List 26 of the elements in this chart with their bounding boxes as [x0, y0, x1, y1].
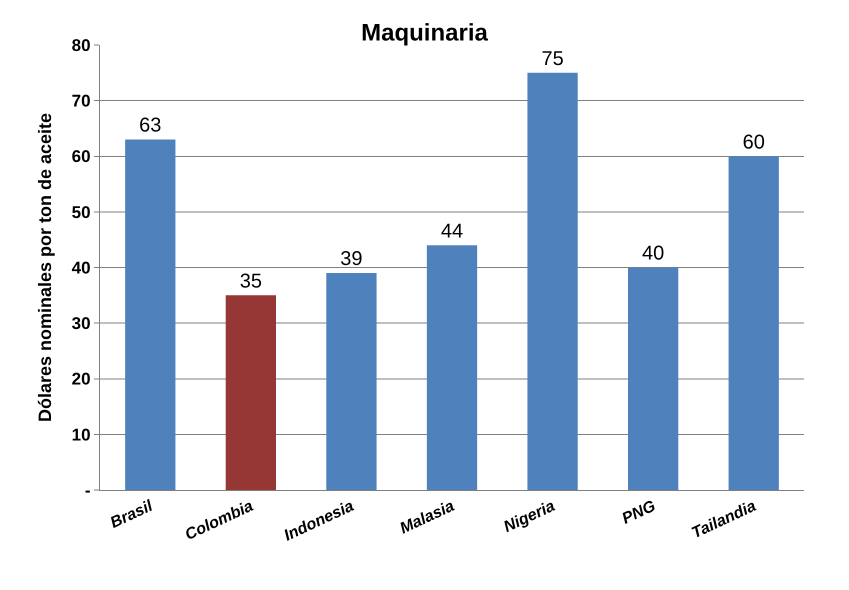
bar — [125, 140, 176, 490]
y-tick-label: 60 — [72, 147, 91, 166]
bar — [628, 268, 678, 490]
bar — [226, 295, 276, 490]
y-tick-label: 10 — [72, 425, 91, 444]
data-label: 40 — [642, 242, 664, 264]
y-tick-label: 20 — [72, 370, 91, 389]
data-label: 63 — [139, 114, 162, 137]
data-label: 39 — [340, 248, 363, 270]
data-label: 60 — [742, 131, 765, 154]
y-tick-label: 70 — [72, 92, 91, 111]
data-label: 35 — [240, 270, 262, 292]
y-axis-title: Dólares nominales por ton de aceite — [34, 112, 55, 422]
bar — [426, 245, 478, 490]
x-tick-label: PNG — [620, 498, 658, 528]
data-label: 44 — [440, 220, 464, 242]
y-tick-label: 50 — [72, 202, 91, 222]
bar — [728, 156, 779, 490]
bar — [326, 273, 377, 490]
data-label: 75 — [541, 48, 564, 70]
y-tick-label: - — [84, 480, 91, 500]
y-tick-label: 80 — [72, 36, 91, 55]
y-tick-label: 30 — [72, 314, 91, 334]
chart-title: Maquinaria — [361, 19, 488, 46]
y-tick-label: 40 — [72, 258, 91, 278]
bar — [527, 72, 578, 490]
